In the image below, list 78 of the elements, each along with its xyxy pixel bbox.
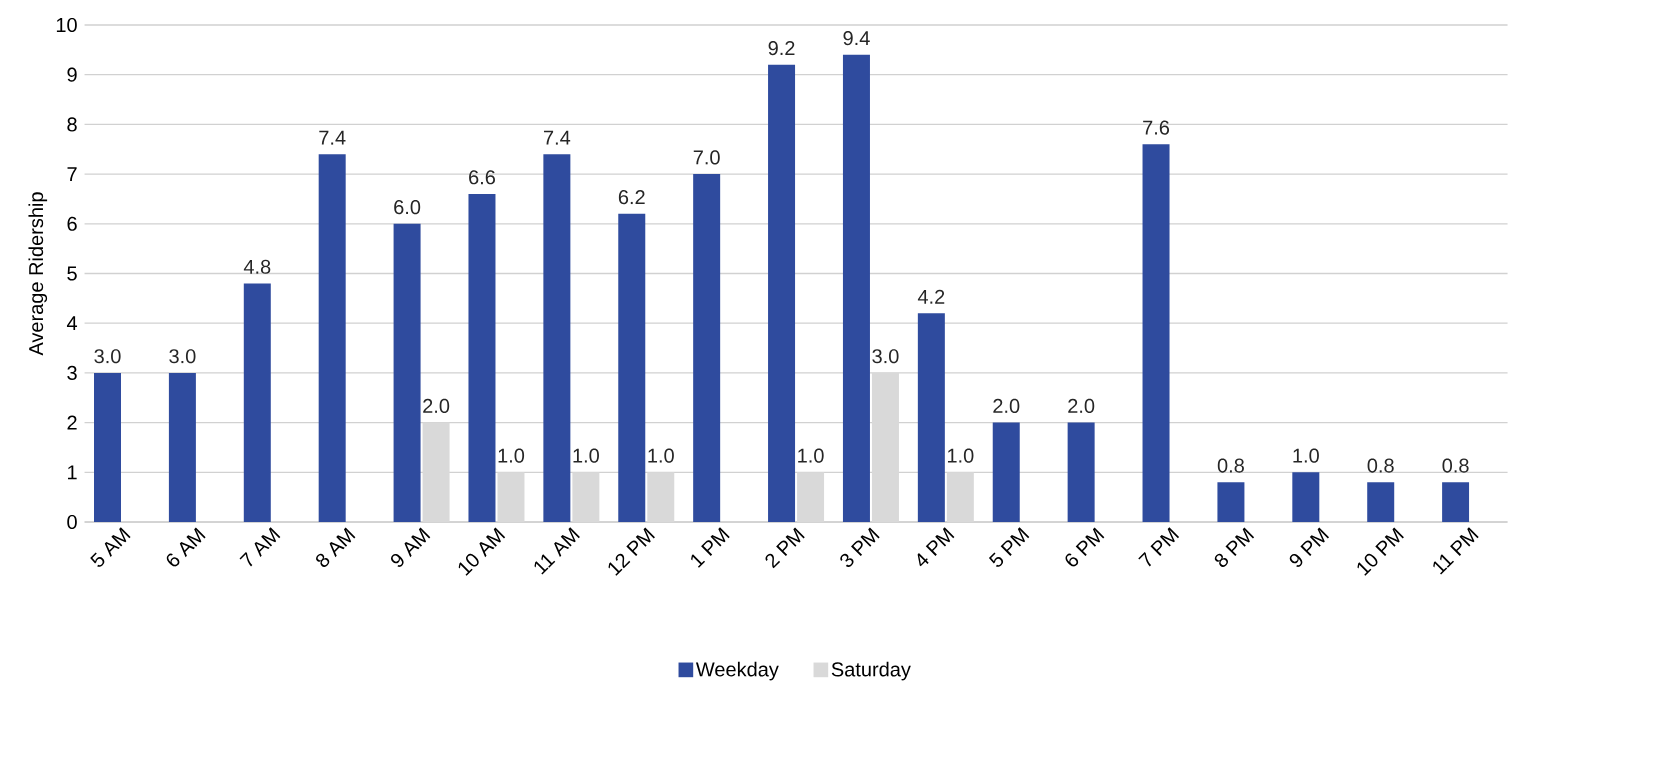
x-tick-label: 9 AM (390, 527, 431, 567)
bar (618, 213, 646, 522)
bar (693, 174, 721, 522)
y-tick-label: 5 (67, 266, 77, 281)
y-tick-label: 6 (67, 216, 77, 231)
bar (468, 193, 496, 522)
y-tick-label: 9 (67, 67, 77, 82)
data-label: 3.0 (94, 349, 121, 364)
bar (768, 64, 796, 522)
x-tick-label: 1 PM (691, 527, 730, 568)
x-tick-label: 11 PM (1433, 527, 1479, 575)
data-label: 6.0 (394, 200, 421, 215)
data-label: 6.6 (469, 170, 495, 185)
data-label: 4.8 (243, 259, 271, 274)
data-label: 7.4 (544, 130, 571, 145)
bar (1067, 422, 1095, 522)
data-label: 3.0 (169, 349, 196, 364)
x-tick-label: 8 PM (1214, 527, 1255, 567)
data-label: 7.4 (319, 130, 346, 145)
data-label: 3.0 (872, 349, 899, 364)
bar (1292, 472, 1320, 522)
bar (243, 283, 271, 522)
data-label: 1.0 (947, 448, 974, 463)
y-tick-label: 4 (66, 316, 78, 331)
data-label: 1.0 (798, 448, 824, 463)
x-tick-label: 3 PM (840, 527, 880, 567)
bar (842, 54, 870, 522)
bar (393, 223, 421, 522)
data-label: 9.2 (768, 40, 795, 56)
bar (1442, 482, 1470, 522)
x-tick-label: 10 PM (1357, 527, 1404, 576)
x-tick-label: 10 AM (458, 527, 506, 576)
y-tick-label: 10 (56, 17, 77, 33)
y-tick-label: 0 (67, 514, 77, 530)
bar (318, 154, 346, 522)
data-label: 1.0 (648, 448, 674, 463)
data-label: 2.0 (1068, 398, 1095, 413)
x-tick-label: 7 PM (1138, 527, 1180, 567)
bar (1217, 482, 1245, 522)
data-label: 0.8 (1367, 458, 1394, 473)
data-label: 0.8 (1217, 458, 1244, 473)
bar (94, 372, 121, 522)
data-label: 0.8 (1442, 458, 1469, 473)
y-tick-label: 8 (67, 117, 77, 132)
x-tick-label: 4 PM (917, 527, 955, 567)
x-tick-label: 6 PM (1065, 527, 1105, 567)
bar (1142, 144, 1170, 522)
y-tick-label: 7 (67, 167, 77, 181)
data-label: 1.0 (1293, 448, 1319, 463)
y-tick-label: 2 (67, 415, 77, 430)
data-label: 7.6 (1143, 120, 1170, 135)
x-tick-label: 5 AM (90, 527, 131, 567)
data-label: 2.0 (993, 398, 1020, 413)
bar (992, 422, 1020, 522)
x-tick-label: 9 PM (1289, 527, 1330, 567)
bar (1367, 482, 1395, 522)
data-label: 1.0 (498, 448, 525, 463)
x-tick-label: 2 PM (765, 527, 805, 569)
data-label: 7.0 (693, 150, 720, 165)
y-tick-label: 3 (67, 365, 77, 380)
data-label: 4.2 (917, 289, 945, 304)
legend-label: Weekday (695, 661, 779, 681)
bar (543, 154, 571, 522)
y-axis-title: Average Ridership (28, 192, 48, 356)
data-label: 6.2 (618, 190, 645, 205)
bar (168, 372, 196, 522)
y-tick-label: 1 (68, 465, 77, 480)
x-tick-label: 12 PM (608, 527, 655, 576)
data-label: 9.4 (843, 31, 870, 46)
bar (917, 313, 945, 522)
legend-label: Saturday (831, 661, 911, 681)
x-tick-label: 7 AM (239, 527, 281, 567)
data-label: 2.0 (423, 398, 450, 413)
x-tick-label: 5 PM (988, 527, 1030, 567)
data-label: 1.0 (573, 448, 599, 463)
x-tick-label: 6 AM (166, 527, 206, 567)
x-tick-label: 11 AM (534, 527, 580, 575)
x-tick-label: 8 AM (316, 527, 356, 567)
